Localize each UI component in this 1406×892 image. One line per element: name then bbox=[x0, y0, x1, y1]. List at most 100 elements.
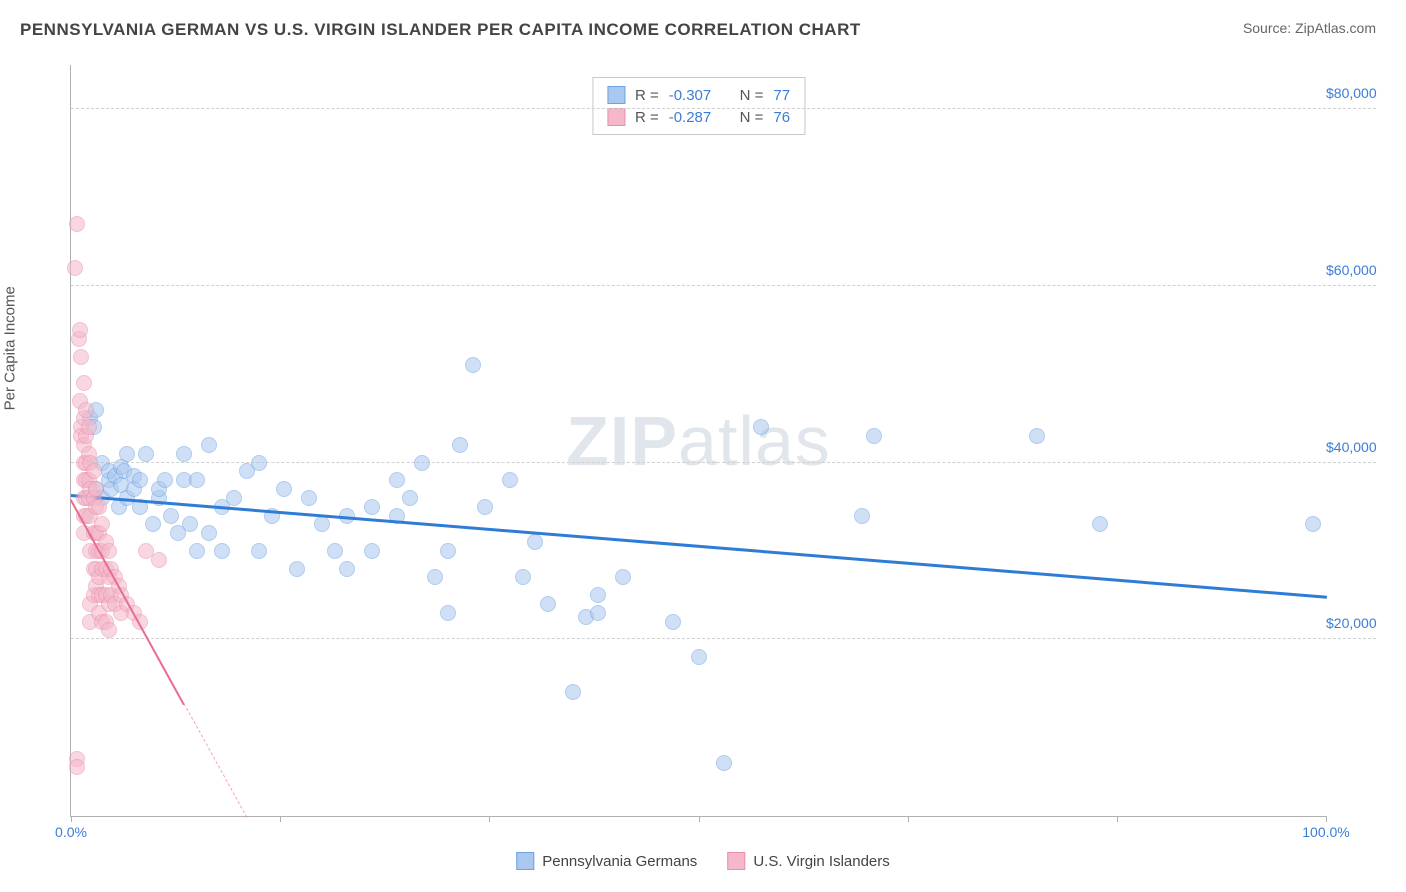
data-point bbox=[854, 508, 870, 524]
data-point bbox=[201, 525, 217, 541]
watermark-bold: ZIP bbox=[566, 402, 678, 480]
data-point bbox=[301, 490, 317, 506]
n-label: N = bbox=[740, 109, 764, 126]
gridline bbox=[71, 285, 1376, 286]
watermark-rest: atlas bbox=[678, 402, 831, 480]
legend-swatch bbox=[516, 852, 534, 870]
data-point bbox=[145, 516, 161, 532]
data-point bbox=[440, 543, 456, 559]
data-point bbox=[339, 561, 355, 577]
data-point bbox=[452, 437, 468, 453]
data-point bbox=[251, 455, 267, 471]
x-tick-label: 0.0% bbox=[55, 824, 87, 840]
data-point bbox=[76, 375, 92, 391]
source: Source: ZipAtlas.com bbox=[1243, 20, 1376, 36]
x-tick bbox=[71, 816, 72, 822]
gridline bbox=[71, 638, 1376, 639]
header: PENNSYLVANIA GERMAN VS U.S. VIRGIN ISLAN… bbox=[0, 0, 1406, 50]
data-point bbox=[515, 569, 531, 585]
data-point bbox=[214, 543, 230, 559]
stats-box: R = -0.307 N = 77 R = -0.287 N = 76 bbox=[592, 77, 805, 135]
legend-label: Pennsylvania Germans bbox=[542, 853, 697, 870]
data-point bbox=[402, 490, 418, 506]
y-tick-label: $20,000 bbox=[1326, 615, 1381, 631]
data-point bbox=[289, 561, 305, 577]
data-point bbox=[69, 759, 85, 775]
data-point bbox=[314, 516, 330, 532]
data-point bbox=[119, 446, 135, 462]
data-point bbox=[615, 569, 631, 585]
data-point bbox=[1029, 428, 1045, 444]
data-point bbox=[69, 216, 85, 232]
n-label: N = bbox=[740, 87, 764, 104]
data-point bbox=[753, 419, 769, 435]
data-point bbox=[138, 446, 154, 462]
data-point bbox=[590, 587, 606, 603]
stats-row: R = -0.307 N = 77 bbox=[607, 84, 790, 106]
data-point bbox=[389, 472, 405, 488]
data-point bbox=[502, 472, 518, 488]
data-point bbox=[226, 490, 242, 506]
data-point bbox=[182, 516, 198, 532]
data-point bbox=[276, 481, 292, 497]
data-point bbox=[201, 437, 217, 453]
data-point bbox=[414, 455, 430, 471]
data-point bbox=[251, 543, 267, 559]
data-point bbox=[132, 472, 148, 488]
data-point bbox=[94, 516, 110, 532]
y-tick-label: $60,000 bbox=[1326, 262, 1381, 278]
y-axis-label: Per Capita Income bbox=[2, 286, 19, 410]
data-point bbox=[590, 605, 606, 621]
data-point bbox=[866, 428, 882, 444]
gridline bbox=[71, 108, 1376, 109]
watermark: ZIPatlas bbox=[566, 401, 831, 481]
x-tick bbox=[908, 816, 909, 822]
x-tick-label: 100.0% bbox=[1302, 824, 1349, 840]
data-point bbox=[163, 508, 179, 524]
data-point bbox=[81, 419, 97, 435]
data-point bbox=[176, 446, 192, 462]
source-value: ZipAtlas.com bbox=[1295, 20, 1376, 36]
chart: Per Capita Income ZIPatlas R =-0.307 N =… bbox=[20, 55, 1386, 872]
x-tick bbox=[699, 816, 700, 822]
x-tick bbox=[489, 816, 490, 822]
y-tick-label: $80,000 bbox=[1326, 85, 1381, 101]
data-point bbox=[665, 614, 681, 630]
y-tick-label: $40,000 bbox=[1326, 439, 1381, 455]
bottom-legend: Pennsylvania Germans U.S. Virgin Islander… bbox=[516, 852, 890, 870]
data-point bbox=[427, 569, 443, 585]
data-point bbox=[440, 605, 456, 621]
data-point bbox=[465, 357, 481, 373]
data-point bbox=[151, 552, 167, 568]
r-label: R = bbox=[635, 87, 659, 104]
legend-swatch bbox=[727, 852, 745, 870]
data-point bbox=[72, 322, 88, 338]
data-point bbox=[691, 649, 707, 665]
data-point bbox=[67, 260, 83, 276]
data-point bbox=[540, 596, 556, 612]
n-value: 76 bbox=[773, 109, 790, 126]
data-point bbox=[88, 481, 104, 497]
chart-title: PENNSYLVANIA GERMAN VS U.S. VIRGIN ISLAN… bbox=[20, 20, 861, 40]
legend-item: U.S. Virgin Islanders bbox=[727, 852, 889, 870]
data-point bbox=[527, 534, 543, 550]
n-value: 77 bbox=[773, 87, 790, 104]
legend-item: Pennsylvania Germans bbox=[516, 852, 697, 870]
data-point bbox=[716, 755, 732, 771]
data-point bbox=[364, 499, 380, 515]
stats-row: R = -0.287 N = 76 bbox=[607, 106, 790, 128]
data-point bbox=[189, 543, 205, 559]
data-point bbox=[565, 684, 581, 700]
x-tick bbox=[1326, 816, 1327, 822]
x-tick bbox=[1117, 816, 1118, 822]
r-value: -0.307 bbox=[669, 87, 712, 104]
data-point bbox=[189, 472, 205, 488]
r-label: R = bbox=[635, 109, 659, 126]
trend-line-dashed bbox=[184, 704, 248, 818]
data-point bbox=[78, 402, 94, 418]
data-point bbox=[157, 472, 173, 488]
legend-label: U.S. Virgin Islanders bbox=[753, 853, 889, 870]
r-value: -0.287 bbox=[669, 109, 712, 126]
data-point bbox=[91, 499, 107, 515]
data-point bbox=[1092, 516, 1108, 532]
